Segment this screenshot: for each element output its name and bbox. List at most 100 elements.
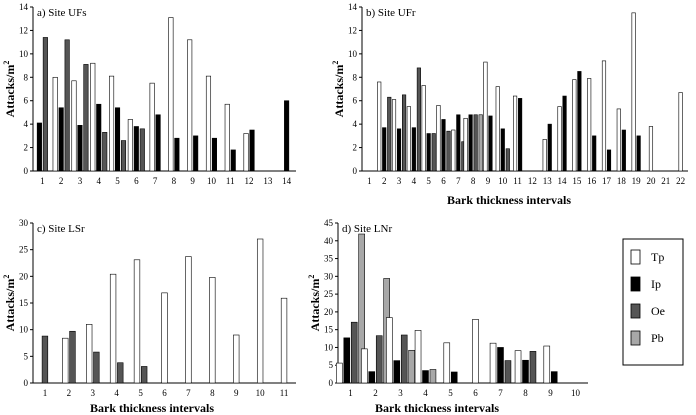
y-tick-label: 0 (24, 378, 29, 388)
legend-label-pb: Pb (651, 331, 664, 345)
bar-tp (463, 117, 468, 172)
x-tick-label: 4 (97, 176, 102, 186)
bar-ip (621, 129, 626, 172)
bar-tp (601, 60, 607, 172)
y-tick-label: 10 (19, 49, 29, 59)
bar-ip (343, 337, 351, 384)
bar-oe (64, 39, 70, 172)
y-tick-label: 0 (329, 378, 334, 388)
y-tick-label: 5 (24, 351, 29, 361)
bar-oe (400, 334, 408, 384)
bar-tp (109, 273, 117, 384)
bar-ip (562, 95, 567, 172)
bar-oe (69, 330, 76, 384)
bar-ip (133, 126, 139, 172)
bar-pb (478, 114, 483, 172)
x-tick-label: 3 (91, 388, 96, 398)
bar-tp (572, 79, 577, 172)
bar-tp (436, 105, 441, 172)
bar-ip (522, 359, 529, 384)
bar-tp (414, 330, 422, 384)
bar-tp (513, 95, 518, 172)
bar-tp (391, 99, 397, 172)
bar-pb (429, 369, 437, 384)
bar-tp (406, 106, 411, 172)
y-tick-label: 2 (24, 143, 29, 153)
bar-tp (472, 319, 479, 384)
y-tick-label: 30 (19, 218, 29, 228)
bar-tp (205, 75, 212, 172)
bar-tp (209, 277, 216, 384)
bar-oe (139, 128, 145, 172)
x-tick-label: 11 (280, 388, 289, 398)
x-tick-label: 10 (498, 176, 508, 186)
x-tick-label: 7 (498, 388, 503, 398)
bar-tp (587, 78, 592, 172)
bar-ip (550, 371, 558, 384)
bar-ip (518, 98, 523, 172)
panel-3: 0 5 10 15 20 25 30 1 2 3 4 5 6 7 8 9 10 11 c) Site LSr Atta… (2, 218, 296, 415)
y-tick-label: 0 (24, 166, 29, 176)
x-tick-label: 10 (571, 388, 581, 398)
x-tick-label: 20 (646, 176, 656, 186)
x-tick-label: 6 (473, 388, 478, 398)
y-tick-label: 15 (324, 325, 334, 335)
y-axis-label: Attacks/m2 (331, 61, 346, 118)
x-axis-label: Bark thickness intervals (375, 401, 499, 415)
bar-ip (249, 129, 255, 172)
y-tick-label: 14 (348, 2, 358, 12)
legend-swatch-oe (630, 303, 641, 319)
y-tick-label: 25 (324, 289, 334, 299)
x-tick-label: 17 (602, 176, 612, 186)
x-tick-label: 14 (558, 176, 568, 186)
bar-ip (58, 107, 64, 172)
bar-oe (117, 362, 124, 384)
bar-ip (456, 114, 461, 172)
y-tick-label: 4 (353, 119, 358, 129)
x-tick-label: 2 (59, 176, 64, 186)
y-tick-label: 12 (19, 25, 28, 35)
bar-tp (133, 259, 141, 384)
bar-oe (431, 133, 436, 172)
bar-tp (161, 292, 168, 384)
bar-oe (446, 130, 451, 172)
x-tick-label: 10 (207, 176, 217, 186)
bar-ip (396, 128, 402, 172)
bar-oe (41, 335, 49, 384)
bar-ip (393, 360, 401, 384)
y-axis-label: Attacks/m2 (2, 61, 17, 118)
bar-ip (211, 137, 217, 172)
bar-tp (678, 92, 683, 172)
x-tick-label: 8 (172, 176, 177, 186)
x-tick-label: 10 (256, 388, 266, 398)
legend-label-tp: Tp (651, 250, 664, 264)
x-tick-label: 6 (441, 176, 446, 186)
x-tick-label: 3 (78, 176, 83, 186)
bar-ip (77, 125, 83, 172)
y-tick-label: 8 (24, 72, 29, 82)
x-tick-label: 5 (426, 176, 431, 186)
bar-ip (230, 149, 236, 172)
bar-oe (473, 114, 478, 172)
legend: Tp Ip Oe Pb (622, 238, 684, 366)
x-tick-label: 13 (263, 176, 273, 186)
x-tick-label: 9 (548, 388, 553, 398)
y-tick-label: 10 (348, 49, 358, 59)
bar-ip (497, 347, 504, 384)
y-tick-label: 5 (329, 360, 334, 370)
bar-tp (185, 256, 192, 384)
y-tick-label: 45 (324, 218, 334, 228)
bar-pb (408, 349, 415, 384)
bar-oe (402, 94, 407, 172)
panel-title: b) Site UFr (366, 7, 416, 19)
bar-tp (243, 133, 249, 172)
bar-oe (93, 351, 100, 384)
bar-ip (592, 135, 597, 172)
bar-ip (174, 137, 180, 172)
x-tick-label: 15 (572, 176, 582, 186)
legend-swatch-ip (630, 276, 641, 292)
legend-label-oe: Oe (651, 304, 665, 318)
